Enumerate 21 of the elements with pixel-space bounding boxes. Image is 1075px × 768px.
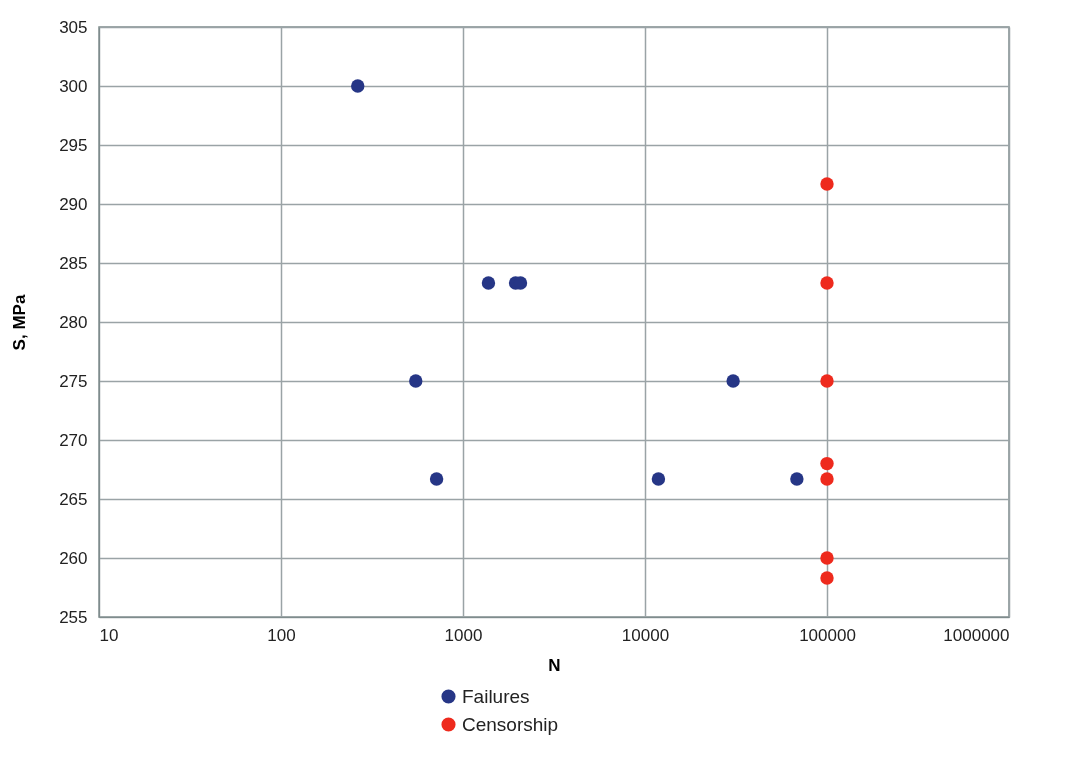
y-tick-label: 290 — [59, 194, 88, 214]
y-tick-label: 275 — [59, 371, 88, 391]
y-tick-label: 265 — [59, 489, 88, 509]
x-tick-label: 1000000 — [943, 625, 1010, 645]
x-tick-label: 1000 — [444, 625, 483, 645]
y-tick-label: 285 — [59, 253, 88, 273]
x-tick-label: 10000 — [621, 625, 670, 645]
legend-label: Failures — [462, 685, 530, 707]
y-tick-label: 295 — [59, 135, 88, 155]
x-tick-label: 100 — [267, 625, 296, 645]
x-tick-label: 100000 — [799, 625, 856, 645]
y-tick-label: 305 — [59, 17, 88, 37]
y-tick-label: 270 — [59, 430, 88, 450]
y-axis-title: S, MPa — [10, 294, 30, 351]
x-axis-title: N — [548, 655, 561, 675]
y-tick-label: 255 — [59, 607, 88, 627]
y-tick-label: 260 — [59, 548, 88, 568]
y-tick-label: 300 — [59, 76, 88, 96]
legend-label: Censorship — [462, 713, 559, 735]
x-tick-label: 10 — [99, 625, 119, 645]
y-tick-label: 280 — [59, 312, 88, 332]
